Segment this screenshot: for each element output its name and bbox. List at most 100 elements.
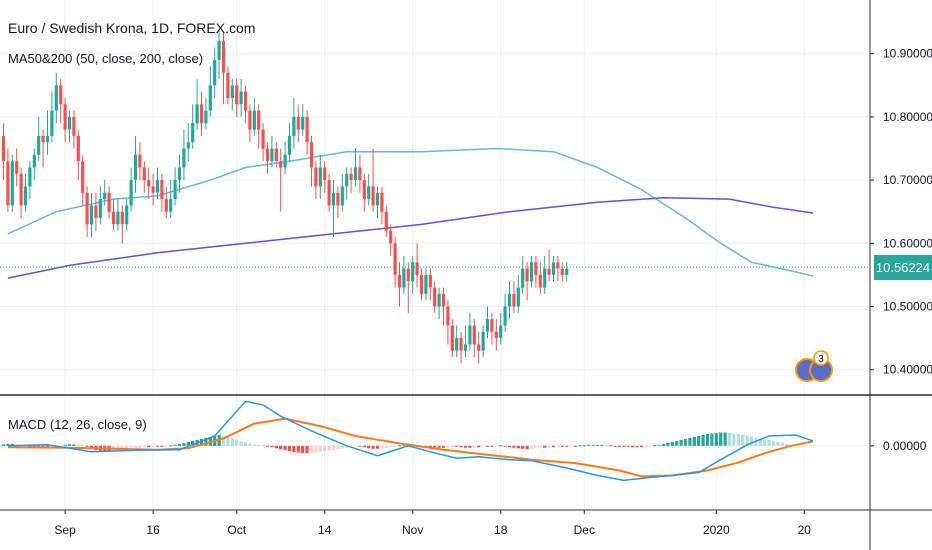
candle (54, 72, 58, 124)
histogram-bar (463, 445, 468, 448)
candle-body (534, 262, 538, 275)
candle-body (186, 142, 190, 149)
histogram-bar (547, 445, 551, 448)
histogram-bar (402, 444, 406, 446)
candle-body (160, 180, 164, 200)
histogram-bar (340, 445, 344, 449)
candle-body (472, 325, 476, 345)
histogram-bar (129, 445, 133, 449)
candle (534, 255, 538, 288)
x-tick-label: 18 (494, 523, 508, 537)
candle-body (397, 274, 402, 288)
candle-body (54, 85, 58, 111)
candle (19, 167, 23, 219)
candle (239, 79, 243, 117)
histogram-bar (490, 445, 494, 447)
histogram-bar (767, 439, 771, 446)
candle-body (455, 338, 459, 351)
histogram-bar (732, 433, 736, 446)
histogram-bar (384, 445, 388, 448)
candle (358, 154, 362, 193)
histogram-bar (741, 434, 745, 446)
candle-body (270, 148, 274, 162)
histogram-bar (543, 445, 547, 448)
candle (217, 28, 221, 79)
candle (98, 186, 102, 225)
histogram-bar (76, 444, 80, 446)
candle (433, 281, 437, 313)
histogram-bar (521, 445, 525, 449)
histogram-bar (199, 438, 204, 446)
candle (129, 167, 133, 212)
candle (23, 173, 28, 212)
histogram-bar (714, 433, 718, 446)
candle-body (226, 72, 230, 98)
histogram-bar (261, 445, 265, 447)
histogram-bar (235, 439, 239, 446)
candle (323, 161, 327, 193)
candle-body (362, 180, 366, 200)
candle (226, 66, 230, 105)
candle (331, 180, 336, 237)
candle (72, 110, 76, 149)
histogram-bar (239, 441, 243, 446)
candle-body (389, 230, 393, 244)
candle (345, 167, 349, 200)
candle (94, 192, 98, 231)
histogram-bar (164, 445, 168, 447)
histogram-bar (613, 445, 617, 447)
candle (380, 186, 384, 225)
candle-body (32, 154, 36, 168)
symbol-title[interactable]: Euro / Swedish Krona, 1D, FOREX.com (8, 20, 256, 36)
histogram-bar (771, 440, 776, 446)
candle-body (305, 116, 309, 143)
economic-events-badge[interactable]: 3 (795, 350, 837, 390)
candle-body (23, 186, 28, 206)
x-tick-label: Oct (227, 523, 246, 537)
candle (155, 167, 160, 200)
candle (455, 325, 459, 358)
candle-body (6, 161, 10, 206)
candle-body (138, 154, 142, 168)
candle-body (261, 129, 265, 149)
histogram-bar (472, 445, 476, 448)
histogram-bar (226, 437, 230, 446)
candle-body (94, 205, 98, 218)
candle-body (327, 180, 331, 206)
candle-body (349, 173, 353, 181)
candle-body (296, 116, 300, 130)
histogram-bar (125, 445, 129, 450)
ma-indicator-legend[interactable]: MA50&200 (50, close, 200, close) (8, 51, 204, 66)
candle-body (318, 167, 322, 187)
macd-indicator-legend[interactable]: MACD (12, 26, close, 9) (8, 417, 147, 432)
histogram-bar (529, 445, 534, 449)
candle-body (292, 116, 296, 136)
candle-body (19, 173, 23, 206)
macd-line (7, 400, 814, 482)
candle-body (133, 154, 138, 181)
candle-body (358, 167, 362, 181)
x-tick-label: Dec (574, 523, 595, 537)
candle-body (85, 192, 89, 225)
histogram-bar (661, 443, 666, 446)
histogram-bar (327, 445, 331, 451)
candle (516, 274, 520, 313)
candle (301, 104, 305, 136)
candle-body (521, 268, 525, 288)
histogram-bar (371, 445, 375, 449)
candle (199, 91, 204, 136)
candle-body (169, 199, 173, 212)
candle-body (164, 199, 168, 212)
histogram-bar (186, 441, 190, 446)
histogram-bar (1, 444, 6, 446)
histogram-bar (675, 440, 679, 446)
histogram-bar (265, 445, 270, 447)
candle (468, 312, 472, 351)
candle (6, 148, 10, 212)
candle (45, 110, 50, 155)
histogram-bar (50, 445, 54, 448)
candle (415, 243, 419, 288)
candle-body (155, 180, 160, 193)
histogram-bar (512, 445, 516, 448)
histogram-bar (138, 445, 142, 448)
